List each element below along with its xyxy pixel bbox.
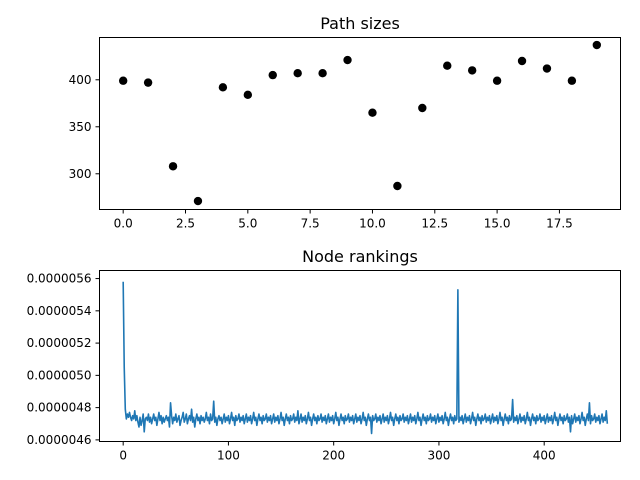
data-point — [243, 90, 253, 100]
y-tick-label: 0.0000046 — [27, 433, 92, 447]
axes-frame — [99, 270, 621, 442]
line-series — [122, 281, 609, 435]
axes-frame — [99, 37, 621, 210]
axis-ticks: 0 100 200 300 400 0.0000046 0.0000048 0.0000050… — [27, 272, 556, 463]
x-tick-label: 0 — [119, 449, 127, 463]
series-line — [122, 281, 609, 435]
data-point — [443, 61, 452, 70]
data-point — [193, 196, 203, 206]
data-point — [218, 83, 228, 92]
data-point — [393, 181, 402, 191]
x-tick-label: 100 — [217, 449, 240, 463]
y-tick-label: 350 — [69, 120, 92, 134]
x-tick-label: 10.0 — [359, 217, 386, 231]
y-tick-label: 0.0000054 — [27, 304, 92, 318]
data-point — [143, 78, 153, 87]
axis-ticks: 0.0 2.5 5.0 7.5 10.0 12.5 15.0 17.5 300 350 400 — [69, 73, 573, 231]
y-tick-label: 0.0000052 — [27, 336, 92, 350]
data-point — [467, 66, 477, 75]
x-tick-label: 5.0 — [238, 217, 257, 231]
data-point — [268, 70, 277, 80]
x-tick-label: 12.5 — [421, 217, 448, 231]
y-tick-label: 300 — [69, 167, 92, 181]
path-sizes-chart: Path sizes 0.0 2.5 5.0 7.5 10.0 12.5 15.0 17.5 3… — [69, 14, 621, 231]
y-tick-label: 0.0000050 — [27, 368, 92, 382]
x-tick-label: 200 — [322, 449, 345, 463]
node-rankings-chart: Node rankings 0 100 200 300 400 0.0000046 0.00… — [27, 247, 621, 463]
data-point — [368, 108, 377, 117]
y-tick-label: 400 — [69, 73, 92, 87]
x-tick-label: 17.5 — [546, 217, 573, 231]
data-point — [418, 103, 427, 113]
data-point — [293, 69, 302, 78]
x-tick-label: 0.0 — [114, 217, 133, 231]
x-tick-label: 7.5 — [301, 217, 320, 231]
scatter-points — [118, 40, 602, 206]
data-point — [542, 64, 552, 73]
data-point — [118, 76, 128, 85]
x-tick-label: 15.0 — [484, 217, 511, 231]
data-point — [168, 162, 178, 171]
x-tick-label: 400 — [533, 449, 556, 463]
chart-title: Path sizes — [320, 14, 400, 33]
x-tick-label: 300 — [427, 449, 450, 463]
data-point — [567, 76, 577, 85]
data-point — [343, 55, 352, 65]
data-point — [517, 56, 527, 66]
chart-title: Node rankings — [302, 247, 418, 266]
data-point — [592, 40, 602, 50]
data-point — [318, 69, 327, 78]
y-tick-label: 0.0000048 — [27, 401, 92, 415]
x-tick-label: 2.5 — [176, 217, 195, 231]
y-tick-label: 0.0000056 — [27, 272, 92, 286]
data-point — [492, 76, 502, 85]
